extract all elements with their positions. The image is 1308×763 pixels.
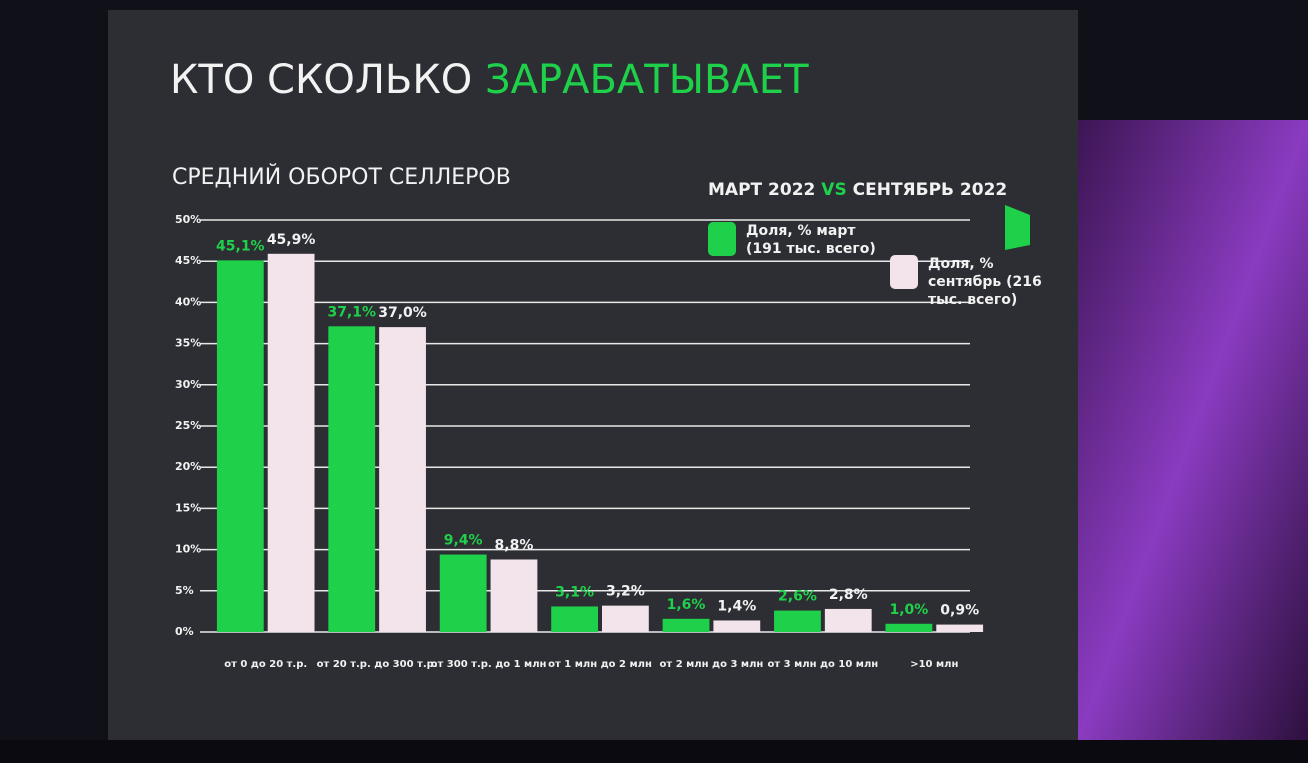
y-tick-label: 0% xyxy=(175,625,194,638)
bar xyxy=(713,620,760,632)
value-label: 2,6% xyxy=(778,589,817,605)
title-highlight: ЗАРАБАТЫВАЕТ xyxy=(485,57,809,103)
legend-item: Доля, % сентябрь (216 тыс. всего) xyxy=(890,255,1058,309)
value-label: 2,8% xyxy=(829,587,868,603)
period-start: МАРТ 2022 xyxy=(708,180,815,200)
value-label: 37,0% xyxy=(378,305,427,321)
period: МАРТ 2022 VS СЕНТЯБРЬ 2022 xyxy=(708,180,1007,200)
x-tick-label: от 0 до 20 т.р. xyxy=(224,659,307,670)
bar xyxy=(936,625,983,632)
period-vs: VS xyxy=(821,180,846,200)
value-label: 1,0% xyxy=(889,602,928,618)
value-label: 1,4% xyxy=(717,598,756,614)
period-end: СЕНТЯБРЬ 2022 xyxy=(853,180,1008,200)
x-tick-label: от 2 млн до 3 млн xyxy=(660,659,764,670)
legend-swatch xyxy=(708,222,736,256)
bar xyxy=(217,260,264,632)
y-tick-label: 40% xyxy=(175,295,201,308)
value-label: 8,8% xyxy=(495,537,534,553)
y-tick-label: 30% xyxy=(175,378,201,391)
legend-item: Доля, % март (191 тыс. всего) xyxy=(708,222,876,258)
legend-label: Доля, % сентябрь (216 тыс. всего) xyxy=(928,255,1058,309)
bar xyxy=(328,326,375,632)
y-tick-label: 5% xyxy=(175,584,194,597)
value-label: 3,2% xyxy=(606,584,645,600)
x-tick-label: >10 млн xyxy=(910,659,958,670)
value-label: 45,9% xyxy=(267,232,316,248)
scene: КТО СКОЛЬКО ЗАРАБАТЫВАЕТ СРЕДНИЙ ОБОРОТ … xyxy=(0,0,1308,763)
x-tick-label: от 20 т.р. до 300 т.р. xyxy=(317,659,438,670)
value-label: 1,6% xyxy=(667,597,706,613)
x-tick-label: от 300 т.р. до 1 млн xyxy=(431,659,547,670)
bar xyxy=(885,624,932,632)
legend-swatch xyxy=(890,255,918,289)
title-text: КТО СКОЛЬКО xyxy=(170,57,472,103)
chart-subtitle: СРЕДНИЙ ОБОРОТ СЕЛЛЕРОВ xyxy=(172,164,511,190)
bar xyxy=(440,555,487,632)
stage-curtain xyxy=(1070,120,1308,763)
y-tick-label: 25% xyxy=(175,419,201,432)
bar xyxy=(774,611,821,632)
bar xyxy=(663,619,710,632)
value-label: 3,1% xyxy=(555,584,594,600)
x-tick-label: от 1 млн до 2 млн xyxy=(548,659,652,670)
y-tick-label: 45% xyxy=(175,254,201,267)
y-tick-label: 35% xyxy=(175,337,201,350)
y-tick-label: 50% xyxy=(175,213,201,226)
value-label: 0,9% xyxy=(940,603,979,619)
y-tick-label: 20% xyxy=(175,460,201,473)
legend-label: Доля, % март (191 тыс. всего) xyxy=(746,222,876,258)
bar xyxy=(268,254,315,632)
y-tick-label: 15% xyxy=(175,501,201,514)
bar xyxy=(551,606,598,632)
stage-floor xyxy=(0,740,1308,763)
y-tick-label: 10% xyxy=(175,543,201,556)
bar xyxy=(825,609,872,632)
page: {"chart_data": { "type": "bar", "title":… xyxy=(0,0,1308,763)
bar xyxy=(491,559,538,632)
value-label: 45,1% xyxy=(216,238,265,254)
value-label: 9,4% xyxy=(444,533,483,549)
value-label: 37,1% xyxy=(327,304,376,320)
chart-title: КТО СКОЛЬКО ЗАРАБАТЫВАЕТ xyxy=(170,57,809,103)
bar xyxy=(379,327,426,632)
bar xyxy=(602,606,649,632)
x-tick-label: от 3 млн до 10 млн xyxy=(767,659,878,670)
